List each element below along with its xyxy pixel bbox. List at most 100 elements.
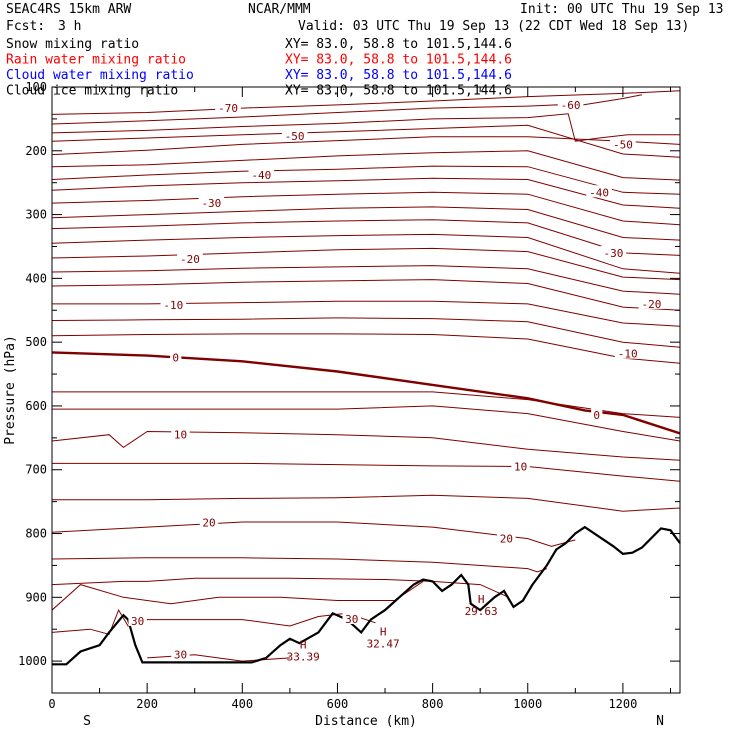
isotherm-label: -10 xyxy=(618,348,638,361)
label-bg xyxy=(128,613,147,626)
y-tick-label: 100 xyxy=(25,80,47,94)
isotherm-label: -30 xyxy=(603,247,623,260)
label-bg xyxy=(591,407,603,420)
isotherm-line xyxy=(52,405,680,442)
isotherm-line xyxy=(52,577,509,598)
label-bg xyxy=(557,97,584,110)
isotherm-line xyxy=(52,177,680,209)
isotherm-line xyxy=(52,317,680,348)
isotherm-line xyxy=(52,351,680,435)
isotherm-line xyxy=(52,430,680,461)
isotherm-line xyxy=(52,94,642,125)
x-tick-label: 600 xyxy=(327,697,349,711)
isotherm-label: -50 xyxy=(613,138,633,151)
label-bg xyxy=(177,252,203,265)
isotherm-line xyxy=(52,557,547,573)
y-tick-label: 1000 xyxy=(18,654,47,668)
label-bg xyxy=(199,515,219,528)
isotherm-label: 0 xyxy=(172,351,179,364)
isotherm-label: -20 xyxy=(642,298,662,311)
label-bg xyxy=(281,129,308,142)
y-tick-label: 800 xyxy=(25,527,47,541)
isotherm-line xyxy=(52,136,680,156)
isotherm-label: 0 xyxy=(593,409,600,422)
x-tick-label: 1000 xyxy=(513,697,542,711)
x-tick-label: 400 xyxy=(231,697,253,711)
x-tick-label: 0 xyxy=(48,697,55,711)
isotherm-label: -50 xyxy=(285,130,305,143)
label-bg xyxy=(610,137,636,150)
isotherm-line xyxy=(52,300,680,327)
y-tick-label: 600 xyxy=(25,399,47,413)
isotherm-line xyxy=(52,391,680,418)
label-bg xyxy=(511,459,530,472)
isotherm-line xyxy=(147,654,290,662)
y-tick-label: 700 xyxy=(25,463,47,477)
valid-time: Valid: 03 UTC Thu 19 Sep 13 (22 CDT Wed … xyxy=(298,19,690,34)
isotherm-label: -10 xyxy=(163,299,183,312)
label-bg xyxy=(170,350,182,363)
isotherm-label: 10 xyxy=(514,461,527,474)
isotherm-label: -20 xyxy=(180,253,200,266)
field-xy: XY= 83.0, 58.8 to 101.5,144.6 xyxy=(285,84,512,99)
y-axis-label: Pressure (hPa) xyxy=(3,335,18,445)
isotherm-label: 30 xyxy=(174,649,187,662)
isotherm-label: -60 xyxy=(561,99,581,112)
isotherm-line xyxy=(52,124,680,158)
x-axis-end-label: N xyxy=(656,714,664,729)
isotherm-line xyxy=(52,265,680,295)
y-tick-label: 300 xyxy=(25,208,47,222)
isotherm-line xyxy=(52,279,680,311)
label-bg xyxy=(171,427,190,440)
x-axis-start-label: S xyxy=(83,714,91,729)
isotherm-label: -30 xyxy=(201,197,221,210)
isotherm-line xyxy=(52,219,680,256)
isotherm-line xyxy=(52,521,576,547)
isotherm-line xyxy=(52,333,680,364)
y-tick-label: 900 xyxy=(25,590,47,604)
isotherm-label: -40 xyxy=(251,169,271,182)
isotherm-label: 20 xyxy=(202,517,215,530)
isotherm-line xyxy=(52,233,680,274)
forecast-label: Fcst: xyxy=(6,19,46,34)
isotherm-line xyxy=(52,580,424,611)
isotherm-label: -70 xyxy=(218,102,238,115)
y-tick-label: 400 xyxy=(25,271,47,285)
organization-label: NCAR/MMM xyxy=(248,2,311,17)
label-bg xyxy=(342,612,361,625)
field-xy: XY= 83.0, 58.8 to 101.5,144.6 xyxy=(285,53,512,68)
init-time: Init: 00 UTC Thu 19 Sep 13 xyxy=(520,2,724,17)
x-tick-label: 1200 xyxy=(608,697,637,711)
field-xy: XY= 83.0, 58.8 to 101.5,144.6 xyxy=(285,68,512,83)
model-title: SEAC4RS 15km ARW xyxy=(6,2,132,17)
isotherm-line xyxy=(52,462,680,482)
label-bg xyxy=(614,346,641,359)
isotherm-line xyxy=(52,247,680,281)
label-bg xyxy=(600,245,627,258)
contour-labels: -70 -60 -50 -50 -40 -40 -30 -30 -20 -20 -10 -10 0 0 10… xyxy=(128,97,665,663)
field-name: Cloud water mixing ratio xyxy=(6,68,194,83)
x-tick-label: 200 xyxy=(136,697,158,711)
field-name: Snow mixing ratio xyxy=(6,37,139,52)
label-bg xyxy=(638,296,665,309)
field-legend: Snow mixing ratio XY= 83.0, 58.8 to 101.5… xyxy=(6,37,512,99)
isotherm-line xyxy=(52,494,680,512)
isotherm-line xyxy=(52,150,680,181)
x-tick-label: 800 xyxy=(422,697,444,711)
label-bg xyxy=(586,185,612,198)
plot-frame xyxy=(51,86,681,694)
isotherm-line xyxy=(52,90,680,115)
y-tick-label: 500 xyxy=(25,335,47,349)
label-bg xyxy=(198,196,225,209)
isotherm-label: -40 xyxy=(589,186,609,199)
forecast-hour: 3 h xyxy=(58,19,82,34)
high-value: 32.47 xyxy=(367,638,400,651)
high-marker: H xyxy=(478,593,485,606)
isotherm-lines xyxy=(52,90,680,662)
isotherm-line xyxy=(52,608,376,635)
isotherm-label: 20 xyxy=(500,533,513,546)
field-name: Rain water mixing ratio xyxy=(6,53,186,68)
isotherm-line xyxy=(52,113,680,142)
high-value: 33.39 xyxy=(287,650,320,663)
